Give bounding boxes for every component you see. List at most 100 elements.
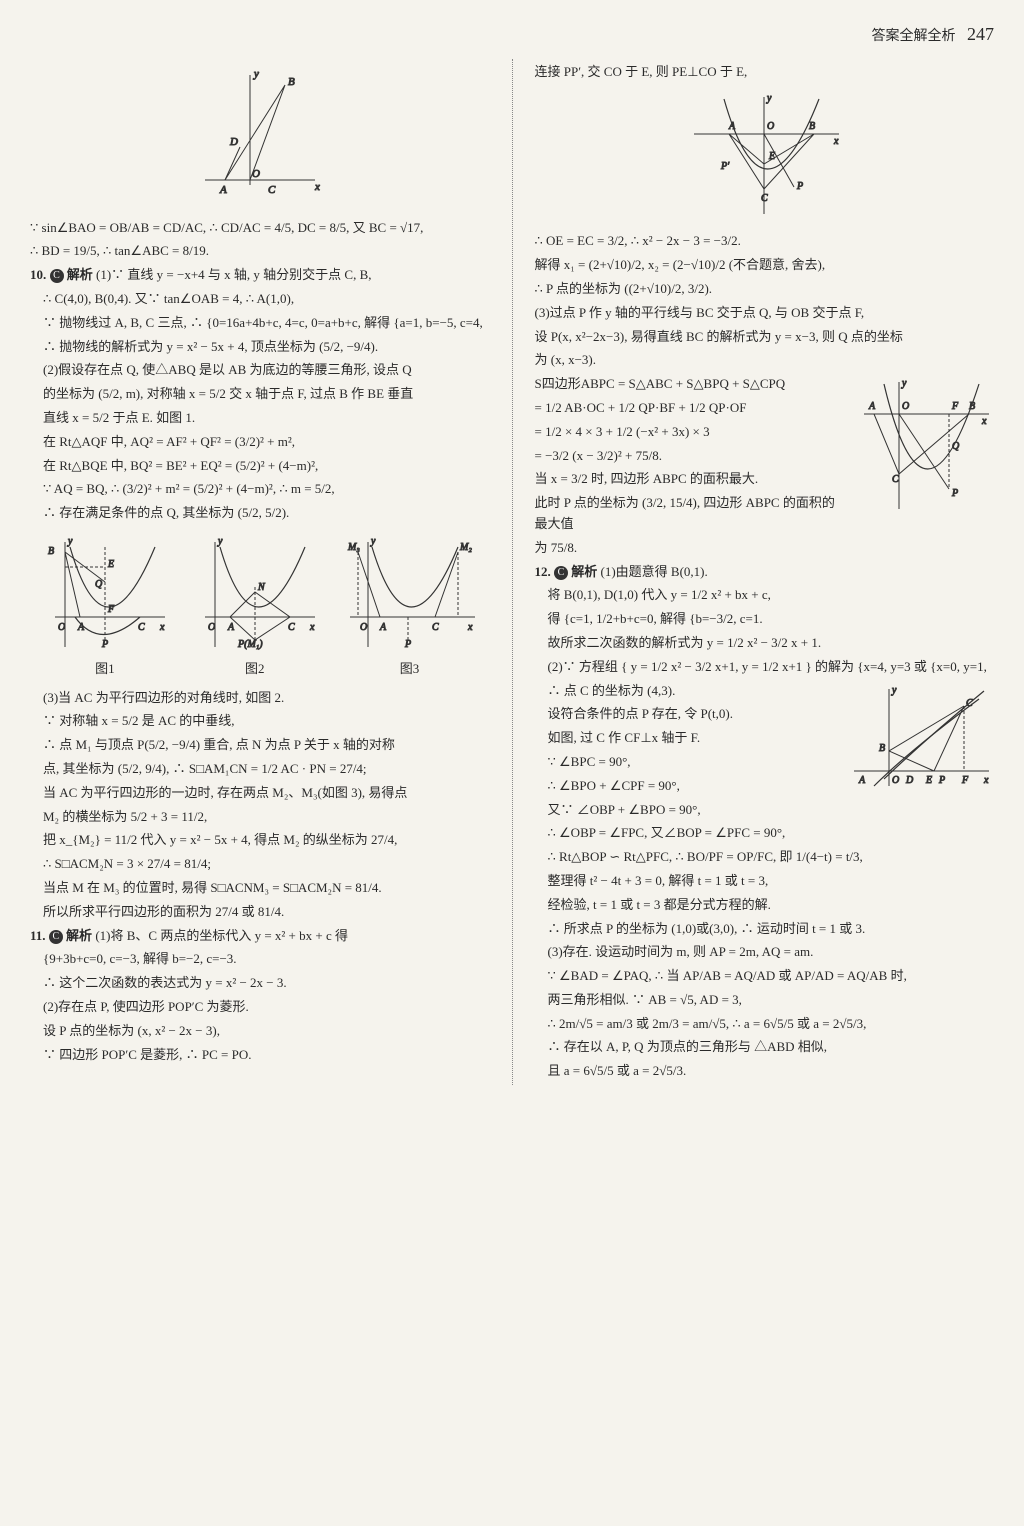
svg-text:C: C	[268, 184, 276, 196]
q-tag: 解析	[67, 267, 93, 282]
header-title: 答案全解全析	[872, 29, 956, 44]
text-line: 当 AC 为平行四边形的一边时, 存在两点 M₂、M₃(如图 3), 易得点	[30, 783, 490, 804]
text-line: 把 x_{M₂} = 11/2 代入 y = x² − 5x + 4, 得点 M…	[30, 830, 490, 851]
text-line: ∵ ∠BAD = ∠PAQ, ∴ 当 AP/AB = AQ/AD 或 AP/AD…	[535, 966, 995, 987]
fig-label: 图3	[340, 659, 480, 680]
text-line: 设 P(x, x²−2x−3), 易得直线 BC 的解析式为 y = x−3, …	[535, 327, 995, 348]
svg-text:y: y	[67, 536, 73, 547]
svg-text:A: A	[728, 121, 736, 132]
text-line: 连接 PP′, 交 CO 于 E, 则 PE⊥CO 于 E,	[535, 62, 995, 83]
svg-text:M₂: M₂	[459, 542, 472, 553]
svg-text:B: B	[879, 743, 885, 754]
text-line: 又∵ ∠OBP + ∠BPO = 90°,	[535, 800, 995, 821]
svg-text:x: x	[467, 622, 473, 633]
text-line: ∴ 所求点 P 的坐标为 (1,0)或(3,0), ∴ 运动时间 t = 1 或…	[535, 919, 995, 940]
svg-text:Q: Q	[952, 441, 960, 452]
svg-text:x: x	[983, 775, 989, 786]
text-line: (3)过点 P 作 y 轴的平行线与 BC 交于点 Q, 与 OB 交于点 F,	[535, 303, 995, 324]
problem-12-head: 12. C 解析 (1)由题意得 B(0,1).	[535, 562, 995, 583]
text-line: 两三角形相似. ∵ AB = √5, AD = 3,	[535, 990, 995, 1011]
svg-text:Q: Q	[95, 579, 103, 590]
text-line: 的坐标为 (5/2, m), 对称轴 x = 5/2 交 x 轴于点 F, 过点…	[30, 384, 490, 405]
q-tag: 解析	[66, 928, 92, 943]
text-line: ∴ 点 M₁ 与顶点 P(5/2, −9/4) 重合, 点 N 为点 P 关于 …	[30, 735, 490, 756]
svg-text:A: A	[868, 401, 876, 412]
text-line: ∴ 这个二次函数的表达式为 y = x² − 2x − 3.	[30, 973, 490, 994]
marker-icon: C	[554, 566, 568, 580]
page-number: 247	[967, 24, 994, 44]
text-line: (2)存在点 P, 使四边形 POP′C 为菱形.	[30, 997, 490, 1018]
text-line: ∴ P 点的坐标为 ((2+√10)/2, 3/2).	[535, 279, 995, 300]
figure-3: M₃ M₂ y O A C x P 图3	[340, 532, 480, 680]
svg-text:y: y	[766, 93, 772, 104]
svg-text:C: C	[288, 622, 295, 633]
svg-text:O: O	[360, 622, 367, 633]
svg-text:N: N	[257, 582, 266, 593]
svg-text:B: B	[288, 76, 295, 88]
svg-text:C: C	[432, 622, 439, 633]
text-line: (1)∵ 直线 y = −x+4 与 x 轴, y 轴分别交于点 C, B,	[96, 267, 372, 282]
problem-10-head: 10. C 解析 (1)∵ 直线 y = −x+4 与 x 轴, y 轴分别交于…	[30, 265, 490, 286]
text-line: (1)将 B、C 两点的坐标代入 y = x² + bx + c 得	[95, 928, 348, 943]
svg-text:O: O	[767, 121, 774, 132]
page-header: 答案全解全析 247	[30, 20, 994, 49]
svg-text:P: P	[938, 775, 945, 786]
q-num: 11.	[30, 928, 46, 943]
text-line: ∵ 四边形 POP′C 是菱形, ∴ PC = PO.	[30, 1045, 490, 1066]
text-line: ∵ 对称轴 x = 5/2 是 AC 的中垂线,	[30, 711, 490, 732]
marker-icon: C	[49, 930, 63, 944]
text-line: 在 Rt△AQF 中, AQ² = AF² + QF² = (3/2)² + m…	[30, 432, 490, 453]
figure-row: B E Q O A F C x P y 图1	[30, 532, 490, 680]
svg-text:C: C	[892, 474, 899, 485]
text-line: 设 P 点的坐标为 (x, x² − 2x − 3),	[30, 1021, 490, 1042]
text-line: (3)存在. 设运动时间为 m, 则 AP = 2m, AQ = am.	[535, 942, 995, 963]
text-line: 所以所求平行四边形的面积为 27/4 或 81/4.	[30, 902, 490, 923]
right-column: 连接 PP′, 交 CO 于 E, 则 PE⊥CO 于 E, y A O B x…	[535, 59, 995, 1085]
text-line: ∵ sin∠BAO = OB/AB = CD/AC, ∴ CD/AC = 4/5…	[30, 218, 490, 239]
left-column: y B D O A C x ∵ sin∠BAO = OB/AB = CD/AC,…	[30, 59, 490, 1085]
text-line: ∴ Rt△BOP ∽ Rt△PFC, ∴ BO/PF = OP/FC, 即 1/…	[535, 847, 995, 868]
text-line: ∴ 存在满足条件的点 Q, 其坐标为 (5/2, 5/2).	[30, 503, 490, 524]
svg-text:P(M₁): P(M₁)	[237, 639, 263, 650]
svg-text:A: A	[77, 622, 85, 633]
svg-text:y: y	[901, 378, 907, 389]
svg-text:O: O	[208, 622, 215, 633]
svg-text:x: x	[314, 181, 320, 193]
text-line: ∴ S□ACM₂N = 3 × 27/4 = 81/4;	[30, 854, 490, 875]
svg-text:B: B	[48, 546, 54, 557]
svg-text:A: A	[379, 622, 387, 633]
svg-text:E: E	[925, 775, 932, 786]
svg-text:M₃: M₃	[347, 542, 360, 553]
svg-text:O: O	[902, 401, 909, 412]
svg-text:C: C	[138, 622, 145, 633]
text-line: 直线 x = 5/2 于点 E. 如图 1.	[30, 408, 490, 429]
svg-text:O: O	[58, 622, 65, 633]
problem-11-head: 11. C 解析 (1)将 B、C 两点的坐标代入 y = x² + bx + …	[30, 926, 490, 947]
svg-text:B: B	[809, 121, 815, 132]
text-line: ∴ OE = EC = 3/2, ∴ x² − 2x − 3 = −3/2.	[535, 231, 995, 252]
svg-text:C: C	[761, 193, 768, 204]
text-line: M₂ 的横坐标为 5/2 + 3 = 11/2,	[30, 807, 490, 828]
text-line: 为 75/8.	[535, 538, 995, 559]
q-num: 12.	[535, 564, 551, 579]
text-line: 解得 x₁ = (2+√10)/2, x₂ = (2−√10)/2 (不合题意,…	[535, 255, 995, 276]
figure-2: y N O A C x P(M₁) 图2	[190, 532, 320, 680]
svg-text:x: x	[159, 622, 165, 633]
text-line: 故所求二次函数的解析式为 y = 1/2 x² − 3/2 x + 1.	[535, 633, 995, 654]
text-line: 当点 M 在 M₃ 的位置时, 易得 S□ACNM₃ = S□ACM₂N = 8…	[30, 878, 490, 899]
svg-text:O: O	[252, 168, 260, 180]
svg-text:C: C	[966, 698, 973, 709]
svg-text:F: F	[961, 775, 969, 786]
svg-text:F: F	[951, 401, 959, 412]
svg-text:P: P	[404, 639, 411, 650]
svg-text:P: P	[101, 639, 108, 650]
svg-text:x: x	[833, 136, 839, 147]
svg-text:A: A	[227, 622, 235, 633]
two-column-layout: y B D O A C x ∵ sin∠BAO = OB/AB = CD/AC,…	[30, 59, 994, 1085]
svg-text:A: A	[219, 184, 227, 196]
svg-text:A: A	[858, 775, 866, 786]
figure-1: B E Q O A F C x P y 图1	[40, 532, 170, 680]
svg-text:D: D	[229, 136, 238, 148]
text-line: ∴ 存在以 A, P, Q 为顶点的三角形与 △ABD 相似,	[535, 1037, 995, 1058]
text-line: 点, 其坐标为 (5/2, 9/4), ∴ S□AM₁CN = 1/2 AC ·…	[30, 759, 490, 780]
